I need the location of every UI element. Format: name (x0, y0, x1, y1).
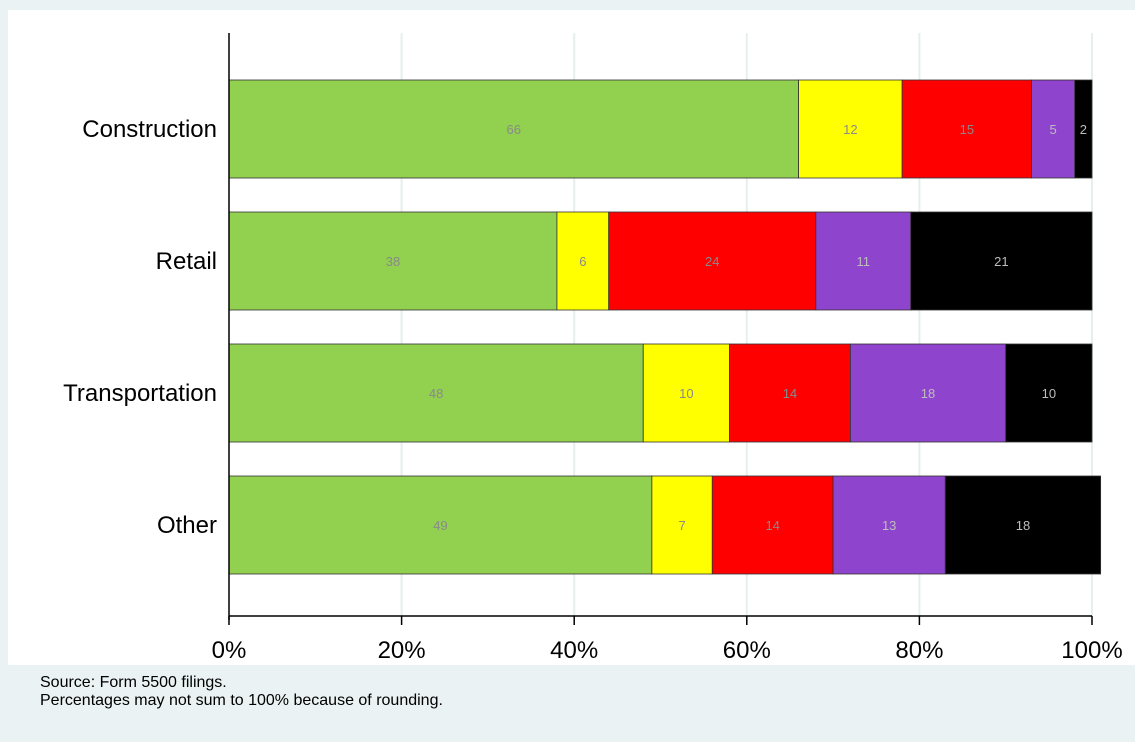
category-label: Other (157, 512, 217, 539)
data-label: 12 (843, 122, 857, 137)
data-label: 15 (960, 122, 974, 137)
bar-segment (651, 475, 713, 575)
bar-segment (228, 475, 653, 575)
bar-segment (642, 343, 730, 443)
data-label: 49 (433, 518, 447, 533)
bar-segment (849, 343, 1007, 443)
data-label: 48 (429, 386, 443, 401)
category-label: Retail (156, 248, 217, 275)
data-label: 13 (882, 518, 896, 533)
bar-segment (798, 79, 903, 179)
bar-segment (832, 475, 946, 575)
data-label: 14 (765, 518, 779, 533)
data-label: 18 (1016, 518, 1030, 533)
data-label: 10 (1042, 386, 1056, 401)
data-label: 14 (783, 386, 797, 401)
x-tick-label: 20% (378, 637, 426, 664)
bar-segment (228, 343, 644, 443)
category-label: Transportation (63, 380, 217, 407)
bar-segment (729, 343, 851, 443)
data-label: 66 (507, 122, 521, 137)
bar-segment (1005, 343, 1093, 443)
bars (228, 79, 1102, 575)
data-labels: 66 12 15 5 2 38 6 24 11 21 48 10 14 18 10 49 7 14 13 18 (386, 122, 1087, 533)
data-label: 11 (857, 254, 871, 269)
axes: Construction Retail Transportation Other 0% 2… (63, 33, 1123, 664)
data-label: 24 (705, 254, 719, 269)
bar-segment (901, 79, 1032, 179)
x-tick-label: 40% (550, 637, 598, 664)
data-label: 38 (386, 254, 400, 269)
x-tick-label: 60% (723, 637, 771, 664)
category-label: Construction (82, 116, 217, 143)
data-label: 6 (579, 254, 586, 269)
bar-segment (556, 211, 610, 311)
bar-segment (711, 475, 834, 575)
x-tick-label: 80% (895, 637, 943, 664)
bar-segment (228, 211, 558, 311)
chart-notes: Source: Form 5500 filings. Percentages m… (40, 674, 443, 710)
bar-segment (608, 211, 817, 311)
data-label: 7 (678, 518, 685, 533)
data-label: 5 (1050, 122, 1057, 137)
source-note: Source: Form 5500 filings. (40, 674, 227, 691)
bar-segment (910, 211, 1093, 311)
x-tick-label: 100% (1061, 637, 1122, 664)
bar-segment (944, 475, 1102, 575)
bar-segment (1074, 79, 1093, 179)
data-label: 2 (1080, 122, 1087, 137)
data-label: 18 (921, 386, 935, 401)
data-label: 21 (994, 254, 1008, 269)
data-label: 10 (679, 386, 693, 401)
x-tick-label: 0% (212, 637, 247, 664)
rounding-note: Percentages may not sum to 100% because … (40, 692, 443, 709)
